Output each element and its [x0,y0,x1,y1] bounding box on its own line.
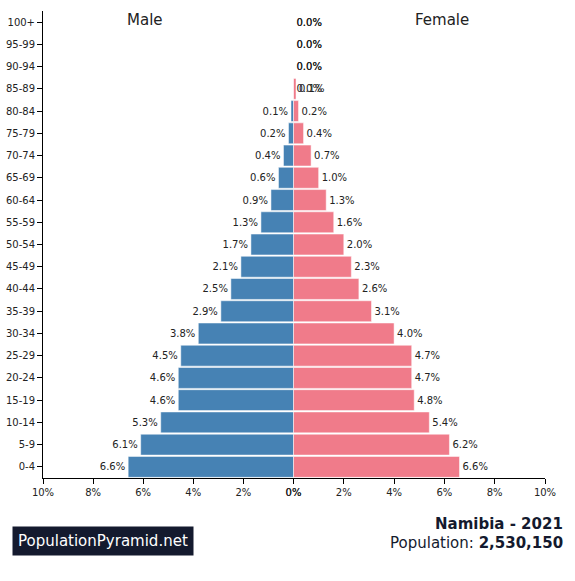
svg-text:4%: 4% [185,487,201,498]
svg-text:0.0%: 0.0% [297,61,322,72]
svg-text:15-19: 15-19 [6,395,35,406]
svg-text:85-89: 85-89 [6,83,35,94]
svg-text:0%: 0% [286,487,302,498]
svg-text:55-59: 55-59 [6,217,35,228]
svg-text:2%: 2% [235,487,251,498]
svg-text:2.0%: 2.0% [347,239,372,250]
svg-text:PopulationPyramid.net: PopulationPyramid.net [18,532,188,550]
svg-text:Population: 2,530,150: Population: 2,530,150 [390,534,563,552]
svg-text:0.9%: 0.9% [243,195,268,206]
svg-text:90-94: 90-94 [6,61,35,72]
svg-text:4.5%: 4.5% [152,350,177,361]
svg-text:6.6%: 6.6% [462,461,487,472]
svg-text:4.6%: 4.6% [150,372,175,383]
svg-text:5-9: 5-9 [19,439,35,450]
svg-text:5.4%: 5.4% [432,417,457,428]
svg-text:0.4%: 0.4% [307,128,332,139]
svg-text:0.0%: 0.0% [297,39,322,50]
svg-text:50-54: 50-54 [6,239,35,250]
svg-text:20-24: 20-24 [6,372,35,383]
svg-text:0.0%: 0.0% [297,61,322,72]
svg-text:0.6%: 0.6% [250,172,275,183]
svg-text:4.8%: 4.8% [417,395,442,406]
svg-text:0.2%: 0.2% [302,106,327,117]
svg-text:8%: 8% [487,487,503,498]
svg-text:2.9%: 2.9% [192,306,217,317]
svg-text:2.6%: 2.6% [362,283,387,294]
svg-text:95-99: 95-99 [6,39,35,50]
svg-text:70-74: 70-74 [6,150,35,161]
svg-text:0.0%: 0.0% [297,83,322,94]
svg-text:4.6%: 4.6% [150,395,175,406]
svg-text:0.4%: 0.4% [255,150,280,161]
svg-text:10%: 10% [534,487,556,498]
svg-text:0.0%: 0.0% [297,17,322,28]
svg-text:60-64: 60-64 [6,195,35,206]
svg-text:1.0%: 1.0% [322,172,347,183]
svg-text:3.1%: 3.1% [374,306,399,317]
svg-text:6.1%: 6.1% [112,439,137,450]
svg-text:10%: 10% [32,487,54,498]
svg-text:35-39: 35-39 [6,306,35,317]
svg-text:Male: Male [127,11,163,29]
svg-text:75-79: 75-79 [6,128,35,139]
svg-text:10-14: 10-14 [6,417,35,428]
svg-text:2%: 2% [336,487,352,498]
svg-text:45-49: 45-49 [6,261,35,272]
svg-text:1.3%: 1.3% [233,217,258,228]
svg-text:6%: 6% [436,487,452,498]
svg-text:65-69: 65-69 [6,172,35,183]
svg-text:40-44: 40-44 [6,283,35,294]
svg-text:4.7%: 4.7% [415,372,440,383]
svg-text:25-29: 25-29 [6,350,35,361]
svg-text:6.2%: 6.2% [452,439,477,450]
svg-text:0%: 0% [286,487,302,498]
svg-text:5.3%: 5.3% [132,417,157,428]
svg-text:6%: 6% [135,487,151,498]
svg-text:8%: 8% [85,487,101,498]
svg-text:4.0%: 4.0% [397,328,422,339]
svg-text:80-84: 80-84 [6,106,35,117]
svg-text:0.0%: 0.0% [297,17,322,28]
svg-text:30-34: 30-34 [6,328,35,339]
svg-text:1.3%: 1.3% [329,195,354,206]
svg-text:2.1%: 2.1% [212,261,237,272]
svg-text:1.7%: 1.7% [223,239,248,250]
svg-text:0-4: 0-4 [19,461,35,472]
svg-text:0.7%: 0.7% [314,150,339,161]
svg-text:4.7%: 4.7% [415,350,440,361]
svg-text:2.5%: 2.5% [202,283,227,294]
svg-text:100+: 100+ [8,17,35,28]
svg-text:0.1%: 0.1% [263,106,288,117]
svg-text:1.6%: 1.6% [337,217,362,228]
svg-text:4%: 4% [386,487,402,498]
svg-text:2.3%: 2.3% [354,261,379,272]
svg-text:0.0%: 0.0% [297,39,322,50]
svg-text:3.8%: 3.8% [170,328,195,339]
svg-text:Namibia - 2021: Namibia - 2021 [435,515,563,533]
svg-text:0.2%: 0.2% [260,128,285,139]
svg-text:6.6%: 6.6% [100,461,125,472]
svg-text:0.1%: 0.1% [299,83,324,94]
svg-text:Female: Female [415,11,469,29]
